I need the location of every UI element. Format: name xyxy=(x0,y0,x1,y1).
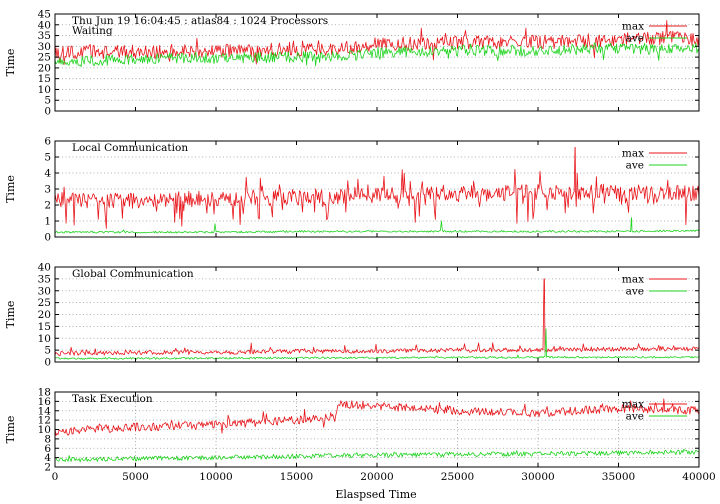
y-tick-label: 14 xyxy=(38,405,52,417)
y-tick-label: 15 xyxy=(38,321,51,333)
legend-label-max: max xyxy=(622,399,644,411)
legend-label-ave: ave xyxy=(626,33,644,45)
y-tick-label: 8 xyxy=(44,433,51,445)
legend-label-ave: ave xyxy=(626,286,644,298)
y-tick-label: 40 xyxy=(38,19,51,31)
y-tick-label: 0 xyxy=(44,106,51,118)
x-tick-label: 40000 xyxy=(682,471,715,483)
y-tick-label: 35 xyxy=(38,273,51,285)
x-tick-label: 30000 xyxy=(521,471,554,483)
legend-label-max: max xyxy=(622,274,644,286)
legend-label-max: max xyxy=(622,148,644,160)
series-line-max xyxy=(54,146,700,229)
y-axis-label: Time xyxy=(4,416,17,444)
legend-label-ave: ave xyxy=(626,411,644,423)
panel-title: Local Communication xyxy=(72,142,188,154)
y-tick-label: 20 xyxy=(38,309,51,321)
x-tick-label: 35000 xyxy=(602,471,635,483)
y-tick-label: 5 xyxy=(44,95,51,107)
y-tick-label: 5 xyxy=(44,345,51,357)
series-line-ave xyxy=(54,448,700,463)
y-tick-label: 3 xyxy=(44,184,51,196)
y-tick-label: 4 xyxy=(44,168,51,180)
y-tick-label: 10 xyxy=(38,424,51,436)
y-tick-label: 35 xyxy=(38,30,51,42)
y-tick-label: 6 xyxy=(44,443,51,455)
x-tick-label: 0 xyxy=(52,471,59,483)
y-axis-label: Time xyxy=(4,301,17,329)
y-tick-label: 2 xyxy=(44,200,51,212)
y-tick-label: 45 xyxy=(38,9,51,21)
y-tick-label: 15 xyxy=(38,73,51,85)
series-line-ave xyxy=(54,328,700,360)
panel-title: Global Communication xyxy=(72,268,194,280)
y-tick-label: 5 xyxy=(44,152,51,164)
y-tick-label: 10 xyxy=(38,333,51,345)
y-tick-label: 25 xyxy=(38,52,51,64)
panel-title: Thu Jun 19 16:04:45 : atlas84 : 1024 Pro… xyxy=(72,15,328,27)
x-tick-label: 25000 xyxy=(441,471,474,483)
series-line-max xyxy=(54,398,700,436)
y-tick-label: 0 xyxy=(44,232,51,244)
y-tick-label: 30 xyxy=(38,285,51,297)
series-line-max xyxy=(54,20,700,65)
x-tick-label: 20000 xyxy=(360,471,393,483)
series-line-ave xyxy=(54,217,700,234)
y-tick-label: 20 xyxy=(38,62,51,74)
y-tick-label: 4 xyxy=(44,452,51,464)
series-line-ave xyxy=(54,42,700,67)
legend-label-ave: ave xyxy=(626,160,644,172)
series-line-max xyxy=(54,278,700,357)
legend-label-max: max xyxy=(622,21,644,33)
x-tick-label: 10000 xyxy=(199,471,232,483)
panel-subtitle: Waiting xyxy=(72,25,113,37)
x-tick-label: 15000 xyxy=(280,471,313,483)
plot-frame xyxy=(54,13,700,112)
y-tick-label: 16 xyxy=(38,396,52,408)
y-axis-label: Time xyxy=(4,49,17,77)
y-tick-label: 18 xyxy=(38,387,51,399)
y-tick-label: 30 xyxy=(38,41,51,53)
y-tick-label: 40 xyxy=(38,262,51,274)
y-tick-label: 6 xyxy=(44,136,51,148)
x-tick-label: 5000 xyxy=(122,471,149,483)
panel-title: Task Execution xyxy=(72,393,153,405)
y-axis-label: Time xyxy=(4,175,17,203)
y-tick-label: 12 xyxy=(38,415,51,427)
y-tick-label: 10 xyxy=(38,84,51,96)
x-axis-label: Elaspsed Time xyxy=(335,488,416,501)
y-tick-label: 1 xyxy=(44,216,51,228)
y-tick-label: 0 xyxy=(44,357,51,369)
y-tick-label: 25 xyxy=(38,297,51,309)
y-tick-label: 2 xyxy=(44,462,51,474)
